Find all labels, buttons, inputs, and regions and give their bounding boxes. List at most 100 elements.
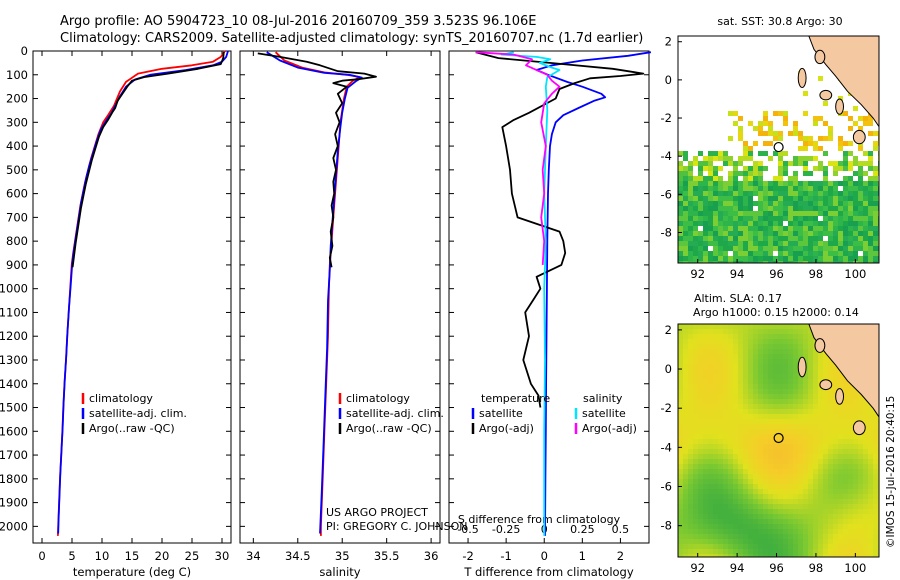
map-cell xyxy=(698,226,703,231)
map-cell xyxy=(753,344,758,349)
map-cell xyxy=(733,226,738,231)
map-cell xyxy=(793,504,798,509)
map-cell xyxy=(858,434,863,439)
map-cell xyxy=(783,171,788,176)
map-cell xyxy=(858,216,863,221)
map-cell xyxy=(678,216,683,221)
map-cell xyxy=(848,216,853,221)
map-cell xyxy=(833,236,838,241)
island xyxy=(797,356,807,378)
map-cell xyxy=(788,334,793,339)
map-cell xyxy=(693,524,698,529)
x-tick-label-salinity: 0.25 xyxy=(570,523,595,536)
map-cell xyxy=(763,131,768,136)
x-tick-label: 25 xyxy=(185,549,200,563)
map-cell xyxy=(763,111,768,116)
map-cell xyxy=(708,374,713,379)
sst-map-title: sat. SST: 30.8 Argo: 30 xyxy=(717,15,842,28)
map-cell xyxy=(808,549,813,554)
map-cell xyxy=(778,171,783,176)
legend-label: Argo(-adj) xyxy=(479,422,534,435)
map-cell xyxy=(723,344,728,349)
map-cell xyxy=(738,489,743,494)
map-cell xyxy=(788,514,793,519)
map-cell xyxy=(873,474,878,479)
map-cell xyxy=(798,211,803,216)
map-cell xyxy=(773,201,778,206)
map-cell xyxy=(818,534,823,539)
map-cell xyxy=(733,434,738,439)
map-cell xyxy=(728,409,733,414)
map-cell xyxy=(863,524,868,529)
map-cell xyxy=(803,344,808,349)
map-cell xyxy=(703,429,708,434)
map-cell xyxy=(718,176,723,181)
map-cell xyxy=(828,251,833,256)
map-cell xyxy=(868,216,873,221)
map-cell xyxy=(728,191,733,196)
map-cell xyxy=(763,141,768,146)
map-cell xyxy=(783,509,788,514)
map-cell xyxy=(778,364,783,369)
map-cell xyxy=(783,484,788,489)
map-cell xyxy=(793,454,798,459)
map-cell xyxy=(793,494,798,499)
map-cell xyxy=(778,324,783,329)
map-cell xyxy=(803,334,808,339)
map-cell xyxy=(688,186,693,191)
map-cell xyxy=(703,374,708,379)
map-cell xyxy=(788,329,793,334)
map-cell xyxy=(843,434,848,439)
map-cell xyxy=(853,241,858,246)
map-cell xyxy=(708,434,713,439)
map-cell xyxy=(773,181,778,186)
map-cell xyxy=(813,256,818,261)
map-cell xyxy=(778,221,783,226)
map-cell xyxy=(783,459,788,464)
map-cell xyxy=(733,474,738,479)
map-cell xyxy=(693,439,698,444)
map-cell xyxy=(818,261,823,263)
map-cell xyxy=(698,354,703,359)
map-cell xyxy=(683,544,688,549)
map-cell xyxy=(858,514,863,519)
map-cell xyxy=(728,519,733,524)
map-cell xyxy=(813,484,818,489)
map-cell xyxy=(813,519,818,524)
map-cell xyxy=(753,226,758,231)
map-cell xyxy=(818,216,823,221)
y-tick-label: 0 xyxy=(21,44,28,58)
map-cell xyxy=(853,161,858,166)
map-cell xyxy=(693,454,698,459)
map-cell xyxy=(773,529,778,534)
map-cell xyxy=(708,334,713,339)
map-cell xyxy=(773,464,778,469)
map-cell xyxy=(873,414,878,419)
map-cell xyxy=(813,444,818,449)
map-cell xyxy=(683,384,688,389)
map-cell xyxy=(753,429,758,434)
map-cell xyxy=(858,246,863,251)
map-cell xyxy=(828,519,833,524)
map-cell xyxy=(788,379,793,384)
map-cell xyxy=(838,469,843,474)
map-cell xyxy=(713,404,718,409)
map-cell xyxy=(793,554,798,557)
map-cell xyxy=(858,201,863,206)
map-cell xyxy=(743,344,748,349)
map-cell xyxy=(818,434,823,439)
map-cell xyxy=(768,429,773,434)
map-cell xyxy=(748,409,753,414)
map-cell xyxy=(728,241,733,246)
map-cell xyxy=(783,166,788,171)
map-cell xyxy=(748,216,753,221)
map-cell xyxy=(763,324,768,329)
map-cell xyxy=(788,246,793,251)
map-cell xyxy=(838,201,843,206)
map-cell xyxy=(858,166,863,171)
map-cell xyxy=(838,384,843,389)
map-cell xyxy=(783,111,788,116)
map-cell xyxy=(723,409,728,414)
map-cell xyxy=(863,419,868,424)
x-tick-label: 35.5 xyxy=(374,549,400,563)
